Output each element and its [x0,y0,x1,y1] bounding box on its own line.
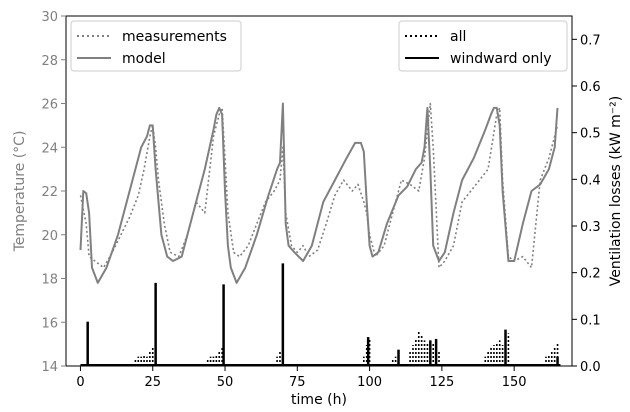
y-left-tick-label: 18 [41,273,58,288]
y-left-tick-label: 14 [41,360,58,375]
legend-ventilation-box [398,20,568,72]
y-left-tick-label: 30 [41,10,58,25]
series-model-line [79,102,559,284]
y-axis-right-label: Ventilation losses (kW m⁻²) [608,96,624,286]
y-right-tick-label: 0.0 [580,360,601,375]
y-right-tick-label: 0.4 [580,173,601,188]
legend-model-label: model [122,51,166,67]
y-right-tick-label: 0.6 [580,80,601,95]
x-tick-label: 25 [144,375,161,390]
y-left-tick-label: 24 [41,141,58,156]
x-tick-label: 50 [217,375,234,390]
y-left-tick-label: 26 [41,98,58,113]
y-right-tick-label: 0.1 [580,313,601,328]
series-measurements-line [79,102,559,269]
x-tick-label: 75 [289,375,306,390]
x-axis-label: time (h) [291,392,347,408]
x-tick-label: 0 [76,375,84,390]
x-tick-label: 100 [357,375,382,390]
x-tick-label: 150 [502,375,527,390]
y-right-tick-label: 0.2 [580,267,601,282]
y-left-tick-label: 28 [41,54,58,69]
legend-measurements-label: measurements [122,29,227,45]
axes: 0 25 50 75 100 125 150 14 16 18 20 22 24 26 28 30 0.0 0.1… [41,10,600,390]
legend-windward-label: windward only [450,51,552,67]
legend-temperature: measurements model [70,20,242,72]
legend-ventilation: all windward only [398,20,568,72]
series-windward-only [86,263,559,366]
y-right-tick-label: 0.7 [580,33,601,48]
y-right-tick-label: 0.3 [580,220,601,235]
y-left-tick-label: 16 [41,316,58,331]
y-left-tick-label: 22 [41,185,58,200]
y-right-tick-label: 0.5 [580,127,601,142]
y-axis-left-label: Temperature (°C) [12,131,28,253]
plot-area [79,102,561,366]
legend-all-label: all [450,29,466,45]
legend-temperature-box [70,20,242,72]
y-left-tick-label: 20 [41,229,58,244]
x-tick-label: 125 [429,375,454,390]
